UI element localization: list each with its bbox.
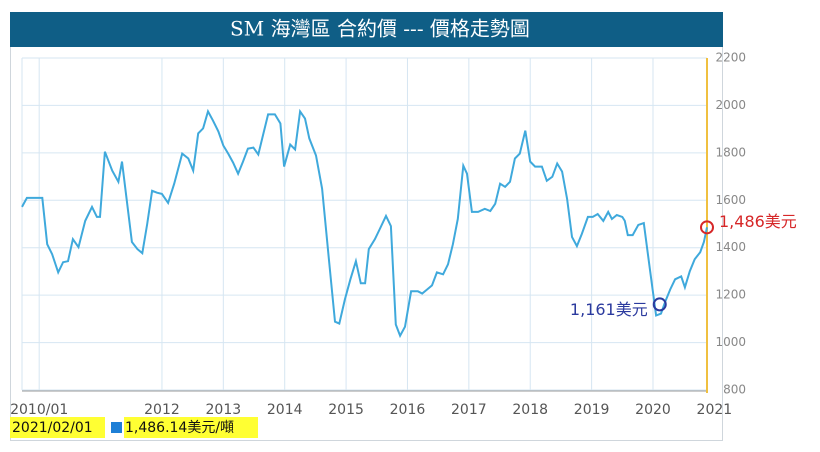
- y-tick-label: 2000: [715, 98, 746, 112]
- y-tick-label: 1800: [715, 145, 746, 159]
- chart-frame: [10, 12, 723, 441]
- y-tick-label: 1400: [715, 240, 746, 254]
- x-tick-label: 2016: [390, 402, 426, 418]
- x-tick-label: 2014: [267, 402, 303, 418]
- y-tick-label: 1000: [715, 335, 746, 349]
- x-tick-label: 2012: [144, 402, 180, 418]
- x-tick-label: 2015: [328, 402, 364, 418]
- x-tick-label: 2021: [697, 402, 733, 418]
- x-tick-label: 2019: [574, 402, 610, 418]
- date-highlight: [10, 417, 105, 438]
- legend-swatch: [111, 422, 122, 433]
- price-line: [21, 108, 708, 339]
- chart-title: SM 海灣區 合約價 --- 價格走勢圖: [230, 17, 530, 41]
- footer-value: 1,486.14美元/噸: [125, 420, 234, 436]
- x-tick-label: 2013: [206, 402, 242, 418]
- annotation-marker: [652, 297, 667, 312]
- y-tick-label: 800: [723, 383, 746, 397]
- y-tick-label: 1600: [715, 193, 746, 207]
- y-tick-label: 1200: [715, 288, 746, 302]
- value-highlight: [124, 417, 258, 438]
- y-tick-label: 2200: [715, 51, 746, 65]
- x-tick-label: 2010/01: [10, 402, 68, 418]
- x-tick-label: 2017: [451, 402, 487, 418]
- x-tick-label: 2020: [635, 402, 671, 418]
- title-bar: [10, 12, 723, 47]
- annotation-label: 1,161美元: [570, 300, 648, 319]
- annotation-label: 1,486美元: [719, 212, 797, 231]
- footer-date: 2021/02/01: [12, 420, 93, 436]
- x-tick-label: 2018: [512, 402, 548, 418]
- annotation-marker: [700, 220, 714, 235]
